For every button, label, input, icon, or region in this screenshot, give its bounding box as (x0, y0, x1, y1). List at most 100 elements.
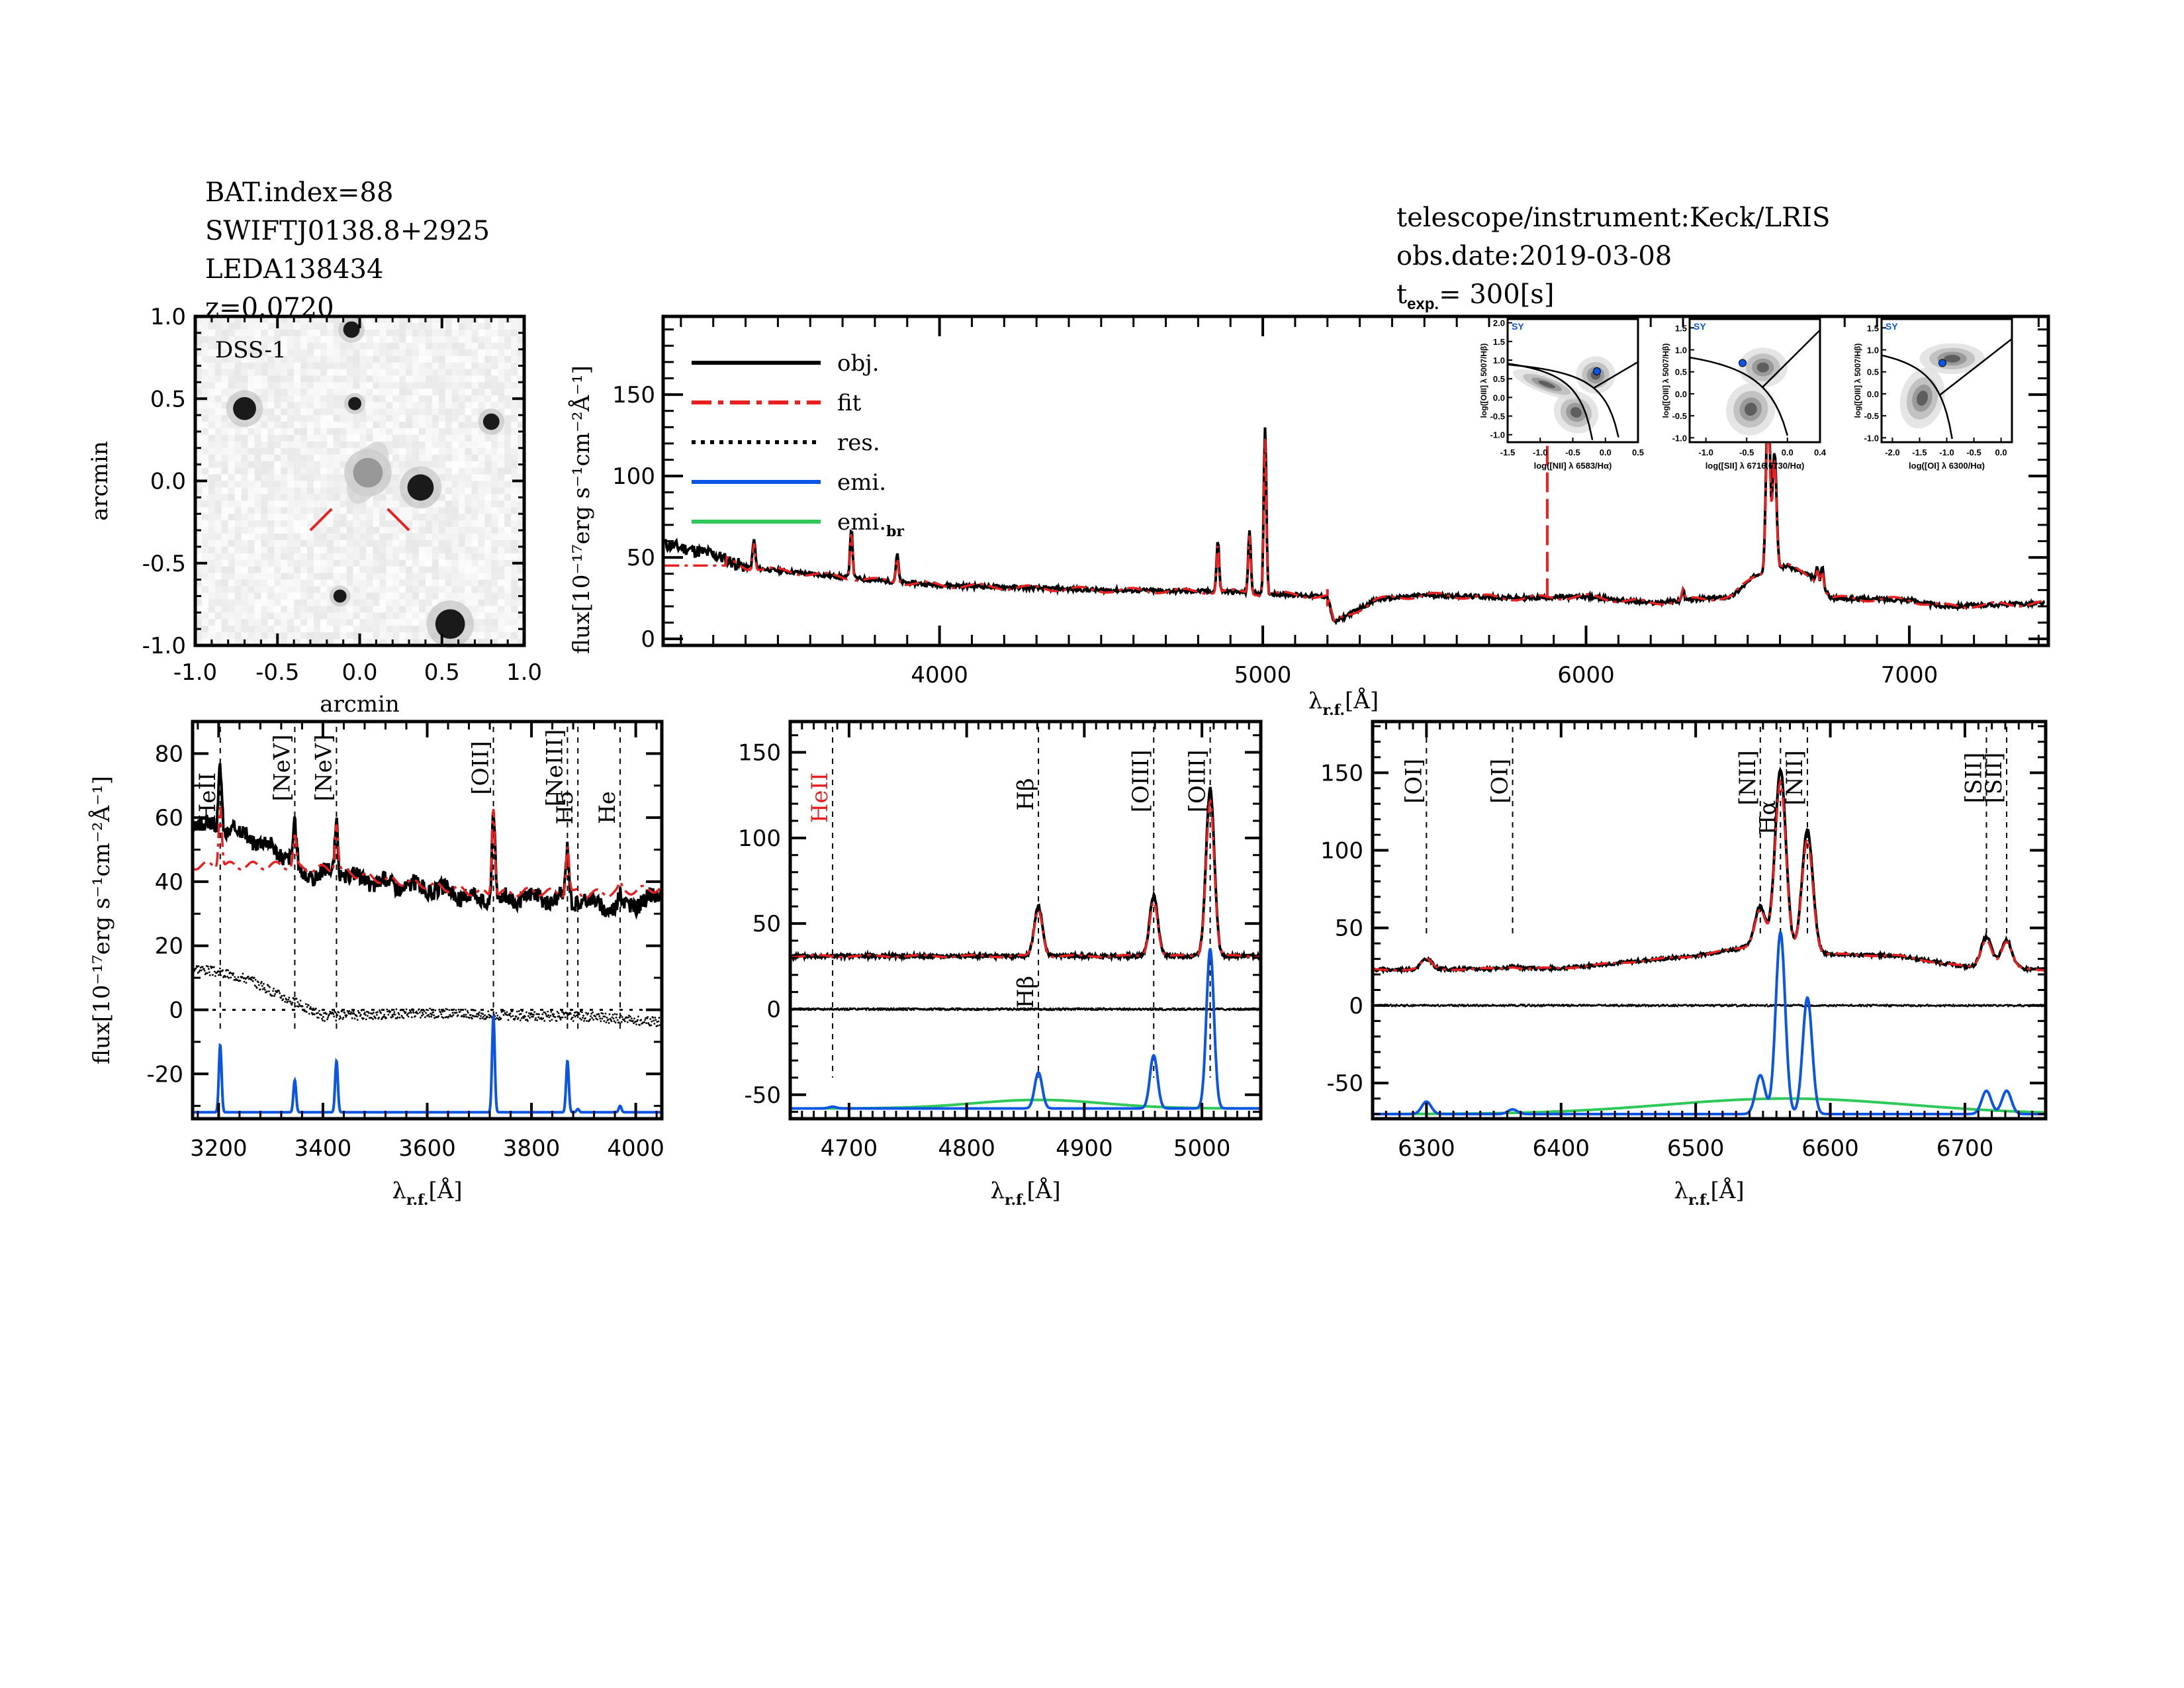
sky-pixel (353, 639, 360, 646)
residual-point (1183, 1007, 1185, 1009)
sky-pixel (208, 375, 216, 383)
residual-point (632, 1019, 634, 1022)
bpt_sii-frame (1688, 318, 1821, 444)
residual-point (556, 1011, 559, 1013)
sky-pixel (511, 355, 518, 363)
sky-pixel (287, 586, 295, 593)
residual-point (242, 972, 244, 975)
sky-pixel (484, 579, 492, 587)
sky-pixel (274, 573, 281, 581)
sky-pixel (287, 382, 295, 389)
sky-pixel (201, 316, 209, 324)
sky-pixel (451, 447, 459, 455)
sky-pixel (340, 362, 347, 370)
residual-point (297, 1006, 300, 1008)
sky-pixel (234, 579, 242, 587)
sky-pixel (518, 415, 525, 422)
sky-pixel (504, 481, 512, 488)
sky-pixel (300, 639, 308, 646)
sky-pixel (399, 461, 406, 469)
sky-pixel (471, 573, 478, 581)
sky-pixel (471, 369, 478, 376)
sky-pixel (432, 467, 439, 475)
residual-point (278, 990, 281, 992)
sky-pixel (195, 336, 203, 344)
sky-pixel (366, 639, 373, 646)
density-contour (1745, 402, 1757, 416)
sky-pixel (406, 434, 413, 442)
residual-point (251, 976, 253, 978)
sky-pixel (399, 566, 406, 574)
sky-pixel (471, 619, 478, 626)
sky-pixel (412, 599, 420, 606)
sky-pixel (399, 454, 406, 462)
sky-pixel (418, 461, 426, 469)
sky-pixel (359, 342, 367, 350)
sky-pixel (294, 500, 301, 508)
sky-pixel (451, 362, 459, 370)
sky-pixel (359, 626, 367, 633)
sky-pixel (386, 606, 393, 613)
sky-pixel (234, 362, 242, 370)
sky-pixel (306, 428, 314, 436)
residual-point (373, 1011, 375, 1014)
sky-pixel (379, 382, 387, 389)
sky-pixel (346, 428, 354, 436)
sky-pixel (313, 362, 321, 370)
sky-pixel (399, 362, 406, 370)
sky-pixel (386, 329, 393, 337)
residual-point (349, 1013, 352, 1015)
residual-point (338, 1011, 340, 1013)
residual-point (422, 1013, 424, 1015)
sky-pixel (392, 349, 400, 357)
sky-pixel (221, 454, 229, 462)
sky-pixel (412, 362, 420, 370)
residual-point (573, 1011, 576, 1014)
residual-point (308, 1008, 311, 1010)
sky-pixel (221, 566, 229, 574)
density-contour (1538, 380, 1555, 389)
sky-pixel (201, 428, 209, 436)
sky-pixel (353, 447, 360, 455)
residual-point (604, 1015, 606, 1018)
residual-point (533, 1011, 535, 1013)
sky-pixel (484, 467, 492, 475)
sky-pixel (320, 316, 328, 324)
sky-pixel (373, 408, 380, 416)
sky-pixel (201, 592, 209, 600)
sky-pixel (484, 474, 492, 481)
sky-pixel (498, 639, 505, 646)
sky-pixel (267, 375, 275, 383)
sky-pixel (195, 441, 203, 449)
sky-pixel (504, 612, 512, 620)
sky-pixel (195, 599, 203, 606)
sky-pixel (241, 322, 249, 330)
residual-point (1457, 1005, 1459, 1008)
sky-pixel (484, 434, 492, 442)
sky-pixel (221, 546, 229, 554)
sky-pixel (359, 422, 367, 429)
sky-pixel (392, 434, 400, 442)
sky-pixel (432, 520, 439, 528)
sky-pixel (320, 428, 328, 436)
sky-pixel (274, 619, 281, 626)
sky-pixel (287, 559, 295, 567)
sky-pixel (195, 467, 203, 475)
sky-pixel (326, 434, 334, 442)
obs-date: obs.date:2019-03-08 (1396, 241, 1672, 271)
sky-pixel (287, 474, 295, 481)
sky-pixel (346, 573, 354, 581)
residual-point (428, 1013, 430, 1016)
sky-pixel (418, 447, 426, 455)
sky-pixel (234, 342, 242, 350)
sky-pixel (379, 402, 387, 409)
obj-spectrum-line (1373, 767, 2047, 975)
sky-pixel (406, 612, 413, 620)
sky-pixel (418, 626, 426, 633)
sky-pixel (294, 474, 301, 481)
sky-pixel (195, 546, 203, 554)
sky-pixel (353, 579, 360, 587)
residual-point (236, 979, 239, 982)
sub-line-label: Hβ (1013, 976, 1039, 1008)
sky-pixel (228, 349, 236, 357)
